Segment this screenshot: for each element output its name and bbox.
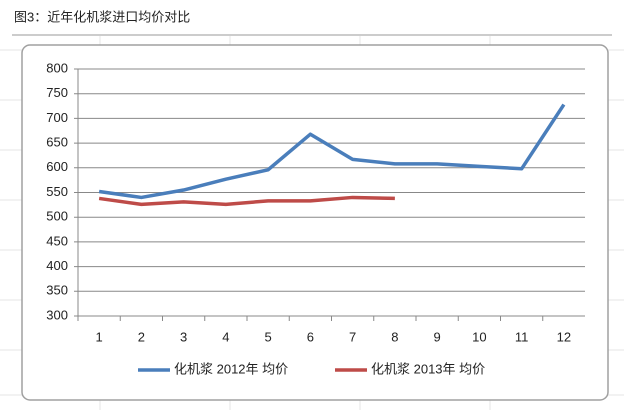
series-line [98,195,395,207]
x-tick-label: 4 [222,329,229,344]
y-tick-label: 700 [46,110,68,125]
x-tick-label: 6 [307,329,314,344]
series-line [98,103,566,200]
y-tick-label: 400 [46,258,68,273]
legend-label: 化机浆 2013年 均价 [371,361,485,376]
y-tick-label: 500 [46,209,68,224]
y-tick-label: 600 [46,159,68,174]
y-tick-label: 800 [46,60,68,75]
y-tick-label: 350 [46,283,68,298]
x-tick-label: 12 [557,329,571,344]
x-tick-label: 3 [180,329,187,344]
y-tick-label: 450 [46,233,68,248]
y-tick-label: 550 [46,184,68,199]
x-tick-label: 7 [349,329,356,344]
chart-frame [21,44,609,401]
legend-label: 化机浆 2012年 均价 [174,361,288,376]
x-tick-label: 10 [472,329,486,344]
x-tick-label: 2 [138,329,145,344]
x-tick-label: 11 [515,329,529,344]
x-tick-label: 1 [96,329,103,344]
y-tick-label: 750 [46,85,68,100]
chart-title: 图3：近年化机浆进口均价对比 [14,9,190,24]
x-tick-label: 5 [265,329,272,344]
y-tick-label: 650 [46,135,68,150]
y-tick-label: 300 [46,307,68,322]
x-tick-label: 8 [391,329,398,344]
x-tick-label: 9 [434,329,441,344]
